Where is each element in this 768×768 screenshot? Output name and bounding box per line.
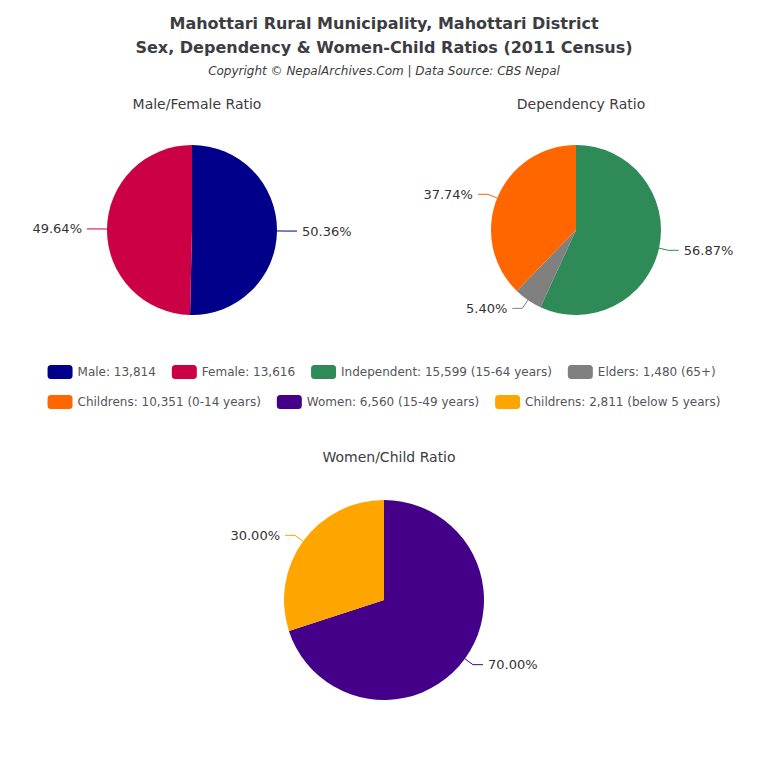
svg-text:Female: 13,616: Female: 13,616: [202, 365, 295, 379]
svg-text:Male/Female Ratio: Male/Female Ratio: [133, 96, 262, 112]
svg-text:49.64%: 49.64%: [32, 221, 82, 236]
svg-text:Dependency Ratio: Dependency Ratio: [517, 96, 646, 112]
svg-text:Childrens: 10,351 (0-14 years): Childrens: 10,351 (0-14 years): [78, 395, 261, 409]
svg-text:Elders: 1,480 (65+): Elders: 1,480 (65+): [598, 365, 716, 379]
svg-text:Male: 13,814: Male: 13,814: [78, 365, 156, 379]
svg-text:70.00%: 70.00%: [488, 657, 538, 672]
svg-text:Women: 6,560 (15-49 years): Women: 6,560 (15-49 years): [307, 395, 479, 409]
svg-text:Childrens: 2,811 (below 5 year: Childrens: 2,811 (below 5 years): [525, 395, 720, 409]
svg-text:5.40%: 5.40%: [466, 301, 507, 316]
svg-text:30.00%: 30.00%: [230, 528, 280, 543]
svg-text:Sex, Dependency & Women-Child: Sex, Dependency & Women-Child Ratios (20…: [135, 38, 632, 57]
svg-text:Independent: 15,599 (15-64 yea: Independent: 15,599 (15-64 years): [341, 365, 552, 379]
svg-text:Copyright © NepalArchives.Com: Copyright © NepalArchives.Com | Data Sou…: [208, 64, 560, 78]
svg-text:50.36%: 50.36%: [302, 224, 352, 239]
svg-text:56.87%: 56.87%: [684, 243, 734, 258]
svg-text:37.74%: 37.74%: [423, 187, 473, 202]
svg-text:Women/Child Ratio: Women/Child Ratio: [322, 449, 455, 465]
svg-text:Mahottari Rural Municipality,: Mahottari Rural Municipality, Mahottari …: [169, 14, 598, 33]
